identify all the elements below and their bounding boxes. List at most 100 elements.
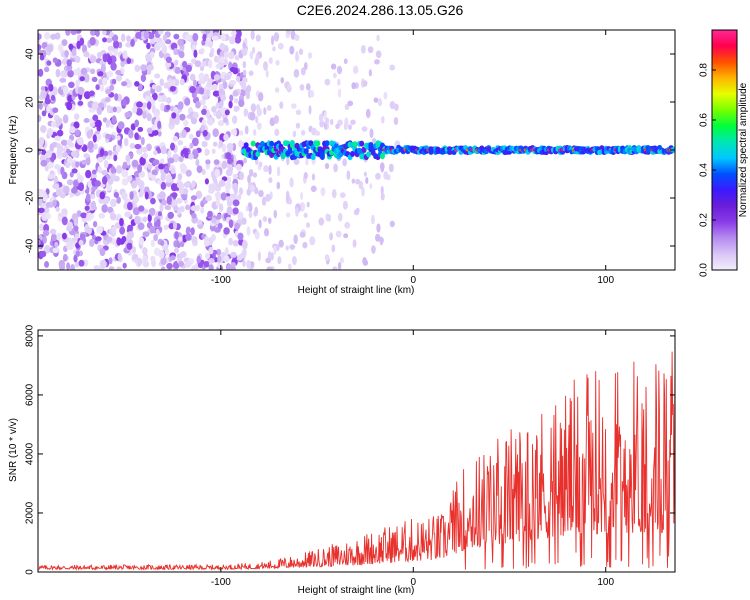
heatmap-cell (295, 207, 299, 217)
heatmap-cell (116, 266, 122, 270)
heatmap-cell (74, 261, 80, 268)
heatmap-cell (71, 187, 78, 194)
heatmap-cell (134, 215, 141, 225)
heatmap-cell (203, 260, 210, 268)
heatmap-cell (111, 237, 117, 245)
heatmap-cell (116, 196, 121, 204)
heatmap-cell (204, 73, 210, 82)
heatmap-cell (288, 198, 293, 205)
heatmap-cell (219, 62, 225, 68)
heatmap-cell (151, 92, 158, 101)
heatmap-cell (346, 170, 351, 181)
heatmap-cell (157, 95, 163, 103)
heatmap-cell (120, 99, 127, 107)
heatmap-cell (138, 191, 144, 198)
heatmap-cell (38, 44, 42, 51)
heatmap-cell (231, 30, 237, 36)
heatmap-cell (177, 140, 184, 146)
heatmap-cell (125, 42, 132, 48)
heatmap-cell (184, 260, 192, 268)
heatmap-cell (95, 84, 100, 91)
heatmap-cell (226, 263, 232, 270)
heatmap-cell (146, 127, 154, 134)
heatmap-cell (232, 115, 238, 124)
heatmap-cell (217, 222, 223, 230)
heatmap-cell (189, 133, 194, 140)
heatmap-cell (151, 124, 157, 131)
heatmap-cell (267, 266, 274, 270)
heatmap-cell (105, 88, 112, 95)
heatmap-cell (242, 69, 247, 76)
heatmap-cell (219, 50, 225, 59)
heatmap-cell (196, 219, 203, 225)
heatmap-cell (263, 165, 269, 173)
heatmap-cell (178, 260, 185, 267)
heatmap-cell (66, 262, 71, 270)
heatmap-cell (263, 107, 267, 115)
heatmap-cell (60, 50, 66, 58)
heatmap-cell (185, 233, 192, 241)
heatmap-cell (40, 89, 47, 99)
heatmap-cell (353, 209, 360, 216)
heatmap-cell (223, 227, 230, 235)
heatmap-cell (223, 133, 229, 142)
heatmap-cell (74, 233, 80, 240)
heatmap-cell (151, 174, 156, 182)
heatmap-cell (324, 254, 330, 262)
heatmap-cell (147, 163, 153, 170)
heatmap-cell (306, 222, 310, 228)
heatmap-cell (167, 150, 172, 160)
heatmap-cell (222, 117, 229, 123)
heatmap-cell (131, 159, 139, 168)
colorbar-tick-label: 0.2 (699, 213, 710, 227)
colorbar-ticks: 0.0 0.2 0.4 0.6 0.8 (699, 63, 716, 277)
heatmap-cell (208, 249, 214, 255)
heatmap-cell (337, 88, 342, 98)
heatmap-cell (56, 232, 62, 241)
heatmap-cell (45, 202, 51, 209)
heatmap-cell (102, 77, 108, 86)
heatmap-cell (107, 150, 113, 156)
heatmap-cell (45, 212, 51, 220)
heatmap-cell (66, 179, 74, 186)
heatmap-cell (250, 103, 257, 113)
heatmap-cell (204, 148, 209, 157)
heatmap-cell (293, 68, 300, 78)
heatmap-cell (294, 34, 300, 41)
heatmap-cell (55, 68, 61, 78)
heatmap-cell (77, 100, 84, 106)
heatmap-cell (215, 193, 221, 201)
heatmap-cell (211, 233, 216, 242)
heatmap-cell (118, 41, 123, 49)
heatmap-cell (174, 231, 179, 240)
heatmap-cell (252, 172, 258, 178)
heatmap-cell (119, 217, 124, 227)
heatmap-cell (165, 56, 172, 64)
heatmap-cell (300, 129, 306, 136)
heatmap-cell (134, 119, 140, 128)
heatmap-cell (55, 206, 60, 212)
heatmap-cell (162, 34, 167, 42)
heatmap-cell (145, 95, 151, 102)
heatmap-cell (124, 111, 131, 118)
heatmap-cell (381, 116, 385, 124)
heatmap-cell (243, 157, 247, 164)
heatmap-cell (238, 187, 244, 196)
heatmap-cell (213, 74, 221, 81)
heatmap-cell (110, 166, 116, 174)
heatmap-cell (103, 160, 109, 169)
heatmap-cell (95, 119, 102, 128)
heatmap-cell (241, 48, 248, 56)
heatmap-cell (369, 128, 374, 139)
heatmap-cell (47, 127, 54, 137)
heatmap-cell (373, 97, 379, 103)
heatmap-cell (216, 213, 222, 220)
heatmap-cell (165, 104, 171, 111)
heatmap-cell (160, 181, 167, 190)
heatmap-cell (242, 248, 247, 258)
heatmap-cell (151, 84, 157, 90)
heatmap-cell (311, 173, 316, 181)
heatmap-cell (153, 221, 159, 228)
heatmap-cell (293, 234, 298, 245)
heatmap-cell (167, 157, 175, 164)
